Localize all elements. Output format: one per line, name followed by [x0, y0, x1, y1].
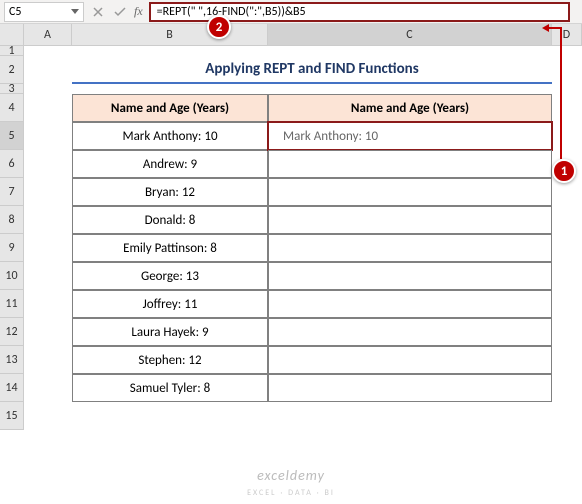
- column-header-a[interactable]: A: [24, 24, 72, 46]
- data-c-13[interactable]: [268, 346, 552, 374]
- data-b-9[interactable]: Emily Pattinson: 8: [72, 234, 268, 262]
- header-c[interactable]: Name and Age (Years): [268, 94, 552, 122]
- data-c-12[interactable]: [268, 318, 552, 346]
- data-c-14[interactable]: [268, 374, 552, 402]
- header-b[interactable]: Name and Age (Years): [72, 94, 268, 122]
- data-b-14[interactable]: Samuel Tyler: 8: [72, 374, 268, 402]
- data-b-12[interactable]: Laura Hayek: 9: [72, 318, 268, 346]
- arrow-connector: [548, 27, 562, 29]
- row-header-5[interactable]: 5: [0, 122, 24, 150]
- title-cell[interactable]: Applying REPT and FIND Functions: [72, 56, 552, 84]
- name-box[interactable]: C5: [4, 2, 84, 22]
- data-c-11[interactable]: [268, 290, 552, 318]
- check-icon: [112, 4, 128, 20]
- data-c-10[interactable]: [268, 262, 552, 290]
- data-b-7[interactable]: Bryan: 12: [72, 178, 268, 206]
- row-header-4[interactable]: 4: [0, 94, 24, 122]
- row-header-13[interactable]: 13: [0, 346, 24, 374]
- data-b-10[interactable]: George: 13: [72, 262, 268, 290]
- row-header-9[interactable]: 9: [0, 234, 24, 262]
- data-b-6[interactable]: Andrew: 9: [72, 150, 268, 178]
- row-header-12[interactable]: 12: [0, 318, 24, 346]
- chevron-down-icon[interactable]: [71, 9, 79, 14]
- data-b-11[interactable]: Joffrey: 11: [72, 290, 268, 318]
- row-header-10[interactable]: 10: [0, 262, 24, 290]
- data-c-9[interactable]: [268, 234, 552, 262]
- arrow-connector: [560, 28, 562, 159]
- data-b-13[interactable]: Stephen: 12: [72, 346, 268, 374]
- data-b-5[interactable]: Mark Anthony: 10: [72, 122, 268, 150]
- column-header-b[interactable]: B: [72, 24, 268, 46]
- column-headers: ABCD: [24, 24, 582, 46]
- row-header-6[interactable]: 6: [0, 150, 24, 178]
- selected-cell[interactable]: Mark Anthony: 10: [268, 122, 552, 150]
- row-header-8[interactable]: 8: [0, 206, 24, 234]
- row-header-7[interactable]: 7: [0, 178, 24, 206]
- row-headers: 123456789101112131415: [0, 46, 24, 430]
- callout-step-1: 1: [552, 159, 576, 183]
- callout-step-2: 2: [207, 15, 231, 39]
- formula-bar-row: C5 fx =REPT(" ",16-FIND(":",B5))&B5: [0, 0, 582, 24]
- cell-reference: C5: [9, 5, 21, 19]
- data-b-8[interactable]: Donald: 8: [72, 206, 268, 234]
- arrow-head-icon: [542, 24, 549, 32]
- left-side: 123456789101112131415: [0, 24, 24, 504]
- cancel-icon: [90, 4, 106, 20]
- row-header-1[interactable]: 1: [0, 46, 24, 56]
- row-header-3[interactable]: 3: [0, 84, 24, 94]
- data-c-8[interactable]: [268, 206, 552, 234]
- column-header-c[interactable]: C: [268, 24, 552, 46]
- row-header-14[interactable]: 14: [0, 374, 24, 402]
- grid-area: ABCD Applying REPT and FIND Functions Nam…: [24, 24, 582, 504]
- data-c-6[interactable]: [268, 150, 552, 178]
- watermark: exceldemy: [257, 467, 325, 484]
- row-header-2[interactable]: 2: [0, 56, 24, 84]
- data-c-7[interactable]: [268, 178, 552, 206]
- row-header-11[interactable]: 11: [0, 290, 24, 318]
- watermark-subtitle: EXCEL · DATA · BI: [247, 488, 335, 498]
- fx-icon[interactable]: fx: [134, 4, 143, 19]
- formula-text: =REPT(" ",16-FIND(":",B5))&B5: [157, 5, 306, 19]
- spreadsheet: 123456789101112131415 ABCD Applying REPT…: [0, 24, 582, 504]
- row-header-15[interactable]: 15: [0, 402, 24, 430]
